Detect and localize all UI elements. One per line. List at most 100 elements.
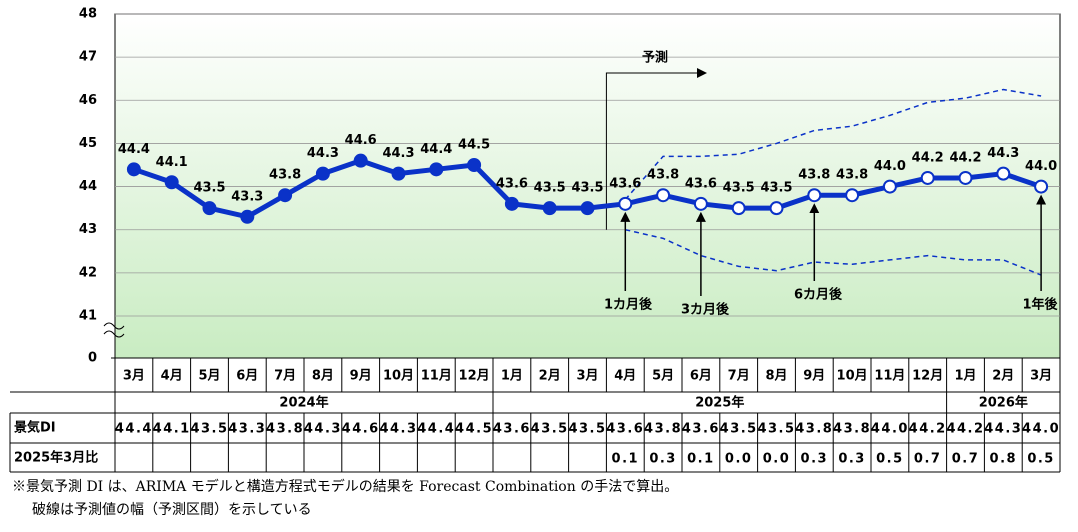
table-di: 44.1 xyxy=(153,422,191,437)
data-point xyxy=(429,162,444,177)
forecast-band xyxy=(625,228,1042,276)
data-point xyxy=(769,201,784,216)
month-label: 4月 xyxy=(161,369,183,384)
data-label: 43.6 xyxy=(685,176,717,191)
table-di: 43.8 xyxy=(266,422,304,437)
month-label: 10月 xyxy=(837,369,868,384)
month-label: 5月 xyxy=(652,369,674,384)
forecast-arrow xyxy=(605,68,707,230)
table-di: 44.5 xyxy=(455,422,493,437)
data-label: 44.2 xyxy=(949,150,981,165)
axis-break xyxy=(103,322,125,338)
data-point xyxy=(202,201,217,216)
month-label: 12月 xyxy=(459,369,490,384)
table-di: 43.5 xyxy=(757,422,795,437)
data-label: 43.8 xyxy=(836,168,868,183)
row-label: 景気DI xyxy=(14,420,56,436)
y-tick-label: 0 xyxy=(88,351,97,366)
table-di: 44.3 xyxy=(379,422,417,437)
table-di: 44.4 xyxy=(417,422,455,437)
data-point xyxy=(656,188,671,203)
table-di: 43.6 xyxy=(493,422,531,437)
year-label: 2026年 xyxy=(979,395,1028,411)
month-label: 8月 xyxy=(312,369,334,384)
month-label: 11月 xyxy=(421,369,452,384)
data-point xyxy=(278,188,293,203)
annotation-label: 3カ月後 xyxy=(681,302,730,318)
data-point xyxy=(845,188,860,203)
data-label: 44.3 xyxy=(987,146,1019,161)
data-point xyxy=(315,166,330,181)
month-label: 12月 xyxy=(912,369,943,384)
table-di: 43.5 xyxy=(190,422,228,437)
annotation-label: 6カ月後 xyxy=(794,287,843,303)
annotation-label: 1カ月後 xyxy=(604,297,653,313)
forecast-label: 予測 xyxy=(642,50,668,66)
table-di: 44.0 xyxy=(1022,422,1060,437)
y-tick-label: 43 xyxy=(79,222,97,237)
table-diff: 0.0 xyxy=(725,452,753,467)
year-label: 2025年 xyxy=(695,395,744,411)
y-tick-label: 47 xyxy=(79,50,97,65)
data-label: 44.3 xyxy=(382,146,414,161)
table-di: 44.6 xyxy=(342,422,380,437)
month-label: 9月 xyxy=(803,369,825,384)
data-point xyxy=(504,196,519,211)
table-diff: 0.5 xyxy=(876,452,904,467)
y-tick-label: 45 xyxy=(79,136,97,151)
month-label: 3月 xyxy=(576,369,598,384)
data-label: 44.3 xyxy=(307,146,339,161)
data-point xyxy=(807,188,822,203)
month-label: 2月 xyxy=(539,369,561,384)
data-label: 43.5 xyxy=(760,181,792,196)
table-diff: 0.3 xyxy=(838,452,866,467)
table-diff: 0.1 xyxy=(687,452,715,467)
data-point xyxy=(693,196,708,211)
data-point xyxy=(126,162,141,177)
data-point xyxy=(618,196,633,211)
month-label: 7月 xyxy=(728,369,750,384)
footnote: ※景気予測 DI は、ARIMA モデルと構造方程式モデルの結果を Foreca… xyxy=(12,478,678,495)
data-point xyxy=(958,170,973,185)
table-diff: 0.3 xyxy=(801,452,829,467)
month-label: 6月 xyxy=(236,369,258,384)
table-diff: 0.8 xyxy=(990,452,1018,467)
data-label: 44.0 xyxy=(1025,159,1057,174)
month-label: 1月 xyxy=(954,369,976,384)
data-point xyxy=(391,166,406,181)
table-di: 44.3 xyxy=(304,422,342,437)
month-label: 8月 xyxy=(765,369,787,384)
data-point xyxy=(467,158,482,172)
data-label: 44.0 xyxy=(874,159,906,174)
data-label: 43.5 xyxy=(534,181,566,196)
data-label: 43.8 xyxy=(798,168,830,183)
month-label: 7月 xyxy=(274,369,296,384)
month-label: 3月 xyxy=(1030,369,1052,384)
month-label: 4月 xyxy=(614,369,636,384)
table-diff: 0.5 xyxy=(1027,452,1055,467)
month-label: 3月 xyxy=(123,369,145,384)
data-label: 44.1 xyxy=(156,155,188,170)
y-tick-label: 46 xyxy=(79,93,97,108)
data-point xyxy=(1034,179,1049,194)
data-point xyxy=(920,170,935,185)
data-point xyxy=(542,201,557,216)
data-point xyxy=(580,201,595,216)
data-label: 43.8 xyxy=(647,168,679,183)
table-di: 43.5 xyxy=(531,422,569,437)
data-label: 44.5 xyxy=(458,138,490,153)
data-label: 44.4 xyxy=(118,142,150,157)
table-di: 44.2 xyxy=(909,422,947,437)
month-label: 1月 xyxy=(501,369,523,384)
table-diff: 0.0 xyxy=(763,452,791,467)
data-label: 43.5 xyxy=(571,181,603,196)
data-label: 43.3 xyxy=(231,189,263,204)
y-tick-label: 48 xyxy=(79,7,97,22)
month-label: 9月 xyxy=(350,369,372,384)
table-di: 43.3 xyxy=(228,422,266,437)
data-point xyxy=(164,175,179,190)
month-label: 11月 xyxy=(874,369,905,384)
data-label: 43.6 xyxy=(609,176,641,191)
data-point xyxy=(996,166,1011,181)
